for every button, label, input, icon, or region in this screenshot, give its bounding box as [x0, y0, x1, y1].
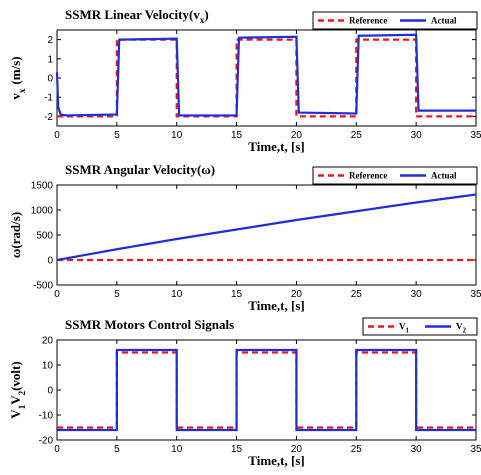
- x-tick-label: 20: [291, 289, 303, 300]
- legend: Reference Actual: [312, 166, 478, 185]
- x-tick-label: 35: [470, 444, 481, 455]
- y-tick-label: -20: [39, 436, 54, 447]
- chart-title: SSMR Angular Velocity(ω): [65, 162, 215, 177]
- chart-title: SSMR Linear Velocity(vx): [65, 7, 209, 25]
- x-tick-label: 5: [114, 444, 120, 455]
- y-tick-label: 1000: [31, 206, 54, 217]
- series-line-1: [57, 38, 476, 118]
- chart-panel-1: 0 5 10 15 20 25 30 35 -2 -1 0 1 2 SSMR Linear Velocit…: [8, 7, 481, 154]
- x-tick-label: 5: [114, 130, 120, 141]
- x-tick-label: 30: [411, 130, 423, 141]
- y-tick-label: 0: [47, 386, 53, 397]
- x-tick-label: 10: [171, 289, 183, 300]
- y-tick-label: 20: [42, 336, 54, 347]
- y-tick-label: 0: [47, 74, 53, 85]
- y-tick-label: 1: [47, 54, 53, 65]
- legend-label: V2: [456, 322, 467, 335]
- legend-label: Actual: [431, 16, 457, 26]
- plot-area: [56, 184, 477, 286]
- x-axis-label: Time,t, [s]: [248, 298, 304, 313]
- legend-label: Actual: [431, 171, 457, 181]
- y-tick-label: -2: [44, 112, 53, 123]
- legend-box: [312, 11, 478, 30]
- y-tick-label: 1500: [31, 181, 54, 192]
- x-axis-label: Time,t, [s]: [248, 453, 304, 468]
- x-tick-label: 0: [54, 444, 60, 455]
- x-tick-label: 15: [231, 289, 243, 300]
- x-tick-label: 10: [171, 130, 183, 141]
- plot-area: [56, 339, 477, 441]
- series-line-1: [57, 351, 476, 429]
- y-tick-label: 500: [36, 231, 53, 242]
- x-tick-label: 15: [231, 444, 243, 455]
- x-tick-label: 0: [54, 289, 60, 300]
- y-axis-label: V1V2(volt): [8, 361, 27, 418]
- x-tick-label: 20: [291, 130, 303, 141]
- legend: V1 V2: [362, 317, 478, 336]
- x-tick-label: 35: [470, 289, 481, 300]
- x-tick-label: 35: [470, 130, 481, 141]
- x-tick-label: 10: [171, 444, 183, 455]
- legend: Reference Actual: [312, 11, 478, 30]
- x-tick-label: 25: [351, 130, 363, 141]
- y-axis-label: vx(m/s): [8, 56, 27, 99]
- legend-box: [312, 166, 478, 185]
- series-line-2: [57, 348, 476, 432]
- y-tick-label: -1: [44, 93, 53, 104]
- chart-title: SSMR Motors Control Signals: [65, 317, 234, 332]
- legend-label: Reference: [349, 16, 387, 26]
- x-tick-label: 25: [351, 444, 363, 455]
- y-axis-label: ω(rad/s): [8, 212, 23, 258]
- x-tick-label: 15: [231, 130, 243, 141]
- y-tick-label: 10: [42, 361, 54, 372]
- x-tick-label: 20: [291, 444, 303, 455]
- series-line-2: [55, 33, 476, 117]
- x-tick-label: 30: [411, 289, 423, 300]
- x-tick-label: 25: [351, 289, 363, 300]
- legend-label: Reference: [349, 171, 387, 181]
- y-tick-label: 0: [47, 256, 53, 267]
- y-tick-label: 2: [47, 35, 53, 46]
- y-tick-label: -10: [39, 411, 54, 422]
- legend-box: [362, 317, 478, 336]
- x-tick-label: 5: [114, 289, 120, 300]
- chart-panel-3: 0 5 10 15 20 25 30 35 -20 -10 0 10 20 SSMR Motors Con…: [8, 317, 481, 468]
- legend-label: V1: [399, 322, 410, 335]
- y-tick-label: -500: [33, 281, 53, 292]
- series-line-2: [56, 193, 477, 262]
- x-tick-label: 30: [411, 444, 423, 455]
- x-tick-label: 0: [54, 130, 60, 141]
- x-axis-label: Time,t, [s]: [248, 139, 304, 154]
